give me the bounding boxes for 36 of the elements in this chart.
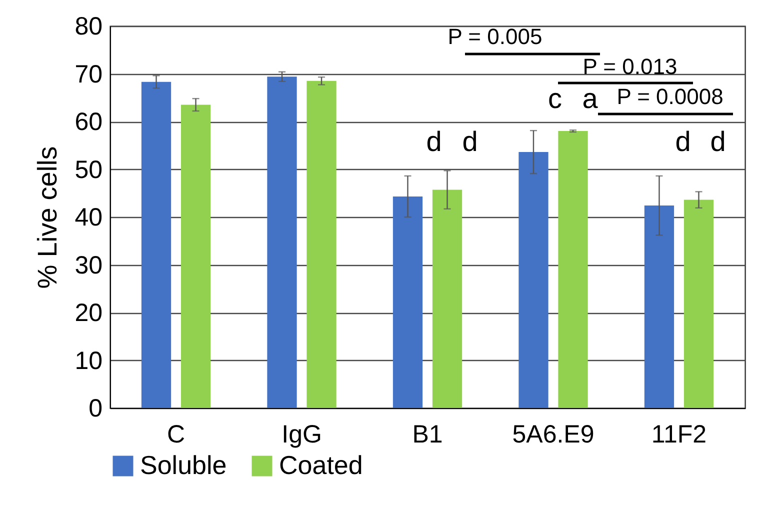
bar <box>306 80 336 408</box>
y-tick-label: 30 <box>74 251 102 280</box>
bar <box>644 206 674 408</box>
annotation: d <box>426 126 442 157</box>
x-tick-label: IgG <box>282 420 322 448</box>
legend-label: Soluble <box>140 450 227 480</box>
annotation: d <box>462 126 478 157</box>
annotation: P = 0.013 <box>582 54 678 79</box>
y-tick-label: 50 <box>74 156 102 184</box>
x-tick-label: 11F2 <box>651 420 707 448</box>
bar <box>684 200 714 408</box>
y-tick-label: 20 <box>74 299 102 327</box>
y-tick-label: 70 <box>74 60 102 88</box>
bar <box>141 82 172 408</box>
annotation: d <box>675 126 691 157</box>
bar <box>432 190 462 408</box>
annotation: P = 0.0008 <box>616 84 724 109</box>
y-tick-label: 0 <box>88 394 102 422</box>
annotation: P = 0.005 <box>448 24 542 49</box>
bar <box>267 76 297 408</box>
y-tick-label: 60 <box>74 108 102 136</box>
x-tick-label: B1 <box>412 420 443 448</box>
annotation: a <box>582 83 598 114</box>
y-tick-label: 10 <box>74 346 102 375</box>
bar <box>558 131 588 408</box>
bar <box>392 196 423 408</box>
y-axis-title: % Live cells <box>32 146 63 289</box>
x-tick-label: 5A6.E9 <box>512 420 594 448</box>
annotation: c <box>548 83 562 114</box>
bar <box>180 104 211 408</box>
legend-label: Coated <box>279 450 363 480</box>
bar <box>518 152 548 408</box>
y-tick-label: 80 <box>74 12 102 40</box>
annotation: d <box>710 126 726 157</box>
x-tick-label: C <box>166 420 186 448</box>
y-tick-label: 40 <box>74 204 102 232</box>
